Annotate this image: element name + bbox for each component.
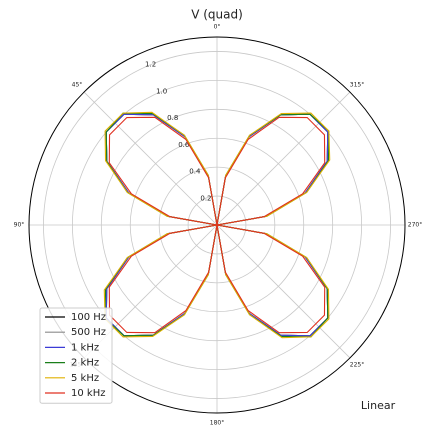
r-tick-label: 0.2	[200, 194, 211, 202]
legend-label: 2 kHz	[71, 358, 99, 369]
r-tick-label: 0.8	[167, 114, 178, 122]
theta-tick-label: 0°	[214, 24, 221, 31]
r-tick-label: 1.0	[156, 87, 167, 95]
r-tick-label: 1.2	[145, 61, 156, 69]
chart-title: V (quad)	[191, 8, 243, 22]
legend-label: 1 kHz	[71, 342, 99, 353]
legend: 100 Hz 500 Hz 1 kHz 2 kHz 5 kHz 10 kHz	[39, 307, 113, 404]
theta-tick-label: 180°	[210, 420, 224, 427]
outer-frame	[28, 36, 406, 414]
theta-tick-label: 270°	[408, 222, 422, 229]
series-line	[108, 116, 326, 334]
r-tick-label: 0.6	[178, 141, 190, 149]
r-tick-label: 0.4	[189, 168, 201, 176]
legend-label: 10 kHz	[71, 388, 105, 399]
annotation: Linear	[361, 399, 396, 412]
grid-spoke	[216, 224, 351, 359]
grid-spoke	[83, 91, 218, 226]
theta-tick-label: 315°	[350, 81, 364, 88]
theta-tick-label: 225°	[350, 362, 364, 369]
theta-tick-label: 90°	[14, 222, 25, 229]
theta-tick-label: 45°	[72, 81, 83, 88]
legend-label: 5 kHz	[71, 373, 99, 384]
grid-spoke	[216, 91, 351, 226]
legend-label: 500 Hz	[71, 327, 106, 338]
legend-label: 100 Hz	[71, 312, 106, 323]
